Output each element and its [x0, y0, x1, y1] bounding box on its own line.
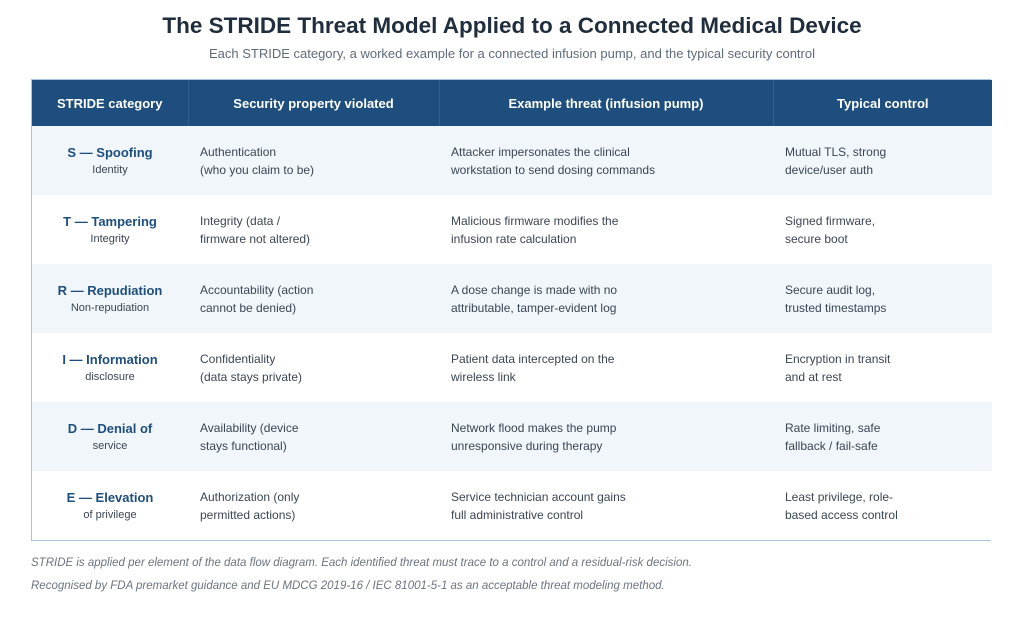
category-name: I — Information — [62, 351, 158, 367]
cell-property-line: stays functional) — [200, 438, 287, 453]
cell-threat-line: wireless link — [451, 369, 516, 384]
category-subtitle: Non-repudiation — [70, 301, 150, 314]
category-subtitle: service — [92, 439, 128, 452]
cell-property-line: Confidentiality — [200, 351, 276, 366]
table-header-row: STRIDE category Security property violat… — [32, 80, 992, 126]
cell-control-line: Secure audit log, — [785, 282, 876, 297]
stride-table: STRIDE category Security property violat… — [31, 79, 992, 541]
category-name: D — Denial of — [67, 420, 153, 436]
column-header-control: Typical control — [772, 80, 992, 126]
cell-category: S — Spoofing Identity — [32, 126, 188, 195]
cell-property-line: Authorization (only — [200, 489, 300, 504]
cell-property: Availability (device stays functional) — [188, 402, 439, 471]
cell-category: R — Repudiation Non-repudiation — [32, 264, 188, 333]
cell-threat: Patient data intercepted on the wireless … — [439, 333, 773, 402]
cell-threat-line: attributable, tamper-evident log — [451, 300, 617, 315]
category-subtitle: Integrity — [90, 232, 130, 245]
page-subtitle: Each STRIDE category, a worked example f… — [208, 46, 815, 61]
column-header-category: STRIDE category — [32, 80, 188, 126]
cell-property-line: (who you claim to be) — [200, 162, 315, 177]
cell-control-line: device/user auth — [785, 162, 874, 177]
cell-category: T — Tampering Integrity — [32, 195, 188, 264]
cell-threat-line: Service technician account gains — [451, 489, 626, 504]
category-subtitle: disclosure — [85, 370, 135, 383]
cell-threat-line: Network flood makes the pump — [451, 420, 617, 435]
cell-property: Integrity (data / firmware not altered) — [188, 195, 439, 264]
cell-threat-line: infusion rate calculation — [451, 231, 577, 246]
category-name: R — Repudiation — [57, 282, 163, 298]
cell-control-line: Rate limiting, safe — [785, 420, 881, 435]
cell-property-line: Authentication — [200, 144, 277, 159]
cell-property-line: (data stays private) — [200, 369, 303, 384]
column-header-threat: Example threat (infusion pump) — [438, 80, 773, 126]
category-name: T — Tampering — [63, 213, 157, 229]
cell-threat: Attacker impersonates the clinical workst… — [439, 126, 773, 195]
cell-control: Mutual TLS, strong device/user auth — [773, 126, 992, 195]
category-subtitle: of privilege — [83, 508, 137, 521]
cell-threat-line: Attacker impersonates the clinical — [451, 144, 630, 159]
cell-control-line: and at rest — [785, 369, 842, 384]
cell-category: I — Information disclosure — [32, 333, 188, 402]
cell-control: Signed firmware, secure boot — [773, 195, 992, 264]
table-row: E — Elevation of privilege Authorization (… — [32, 471, 992, 540]
cell-control: Rate limiting, safe fallback / fail-safe — [773, 402, 992, 471]
table-row: R — Repudiation Non-repudiation Accountabi… — [32, 264, 992, 333]
page-title: The STRIDE Threat Model Applied to a Con… — [162, 13, 862, 38]
cell-control-line: secure boot — [785, 231, 848, 246]
table-row: T — Tampering Integrity Integrity (data / f… — [32, 195, 992, 264]
cell-control-line: fallback / fail-safe — [785, 438, 878, 453]
category-name: E — Elevation — [66, 489, 154, 505]
cell-property: Confidentiality (data stays private) — [188, 333, 439, 402]
cell-threat: Malicious firmware modifies the infusion … — [439, 195, 773, 264]
category-name: S — Spoofing — [67, 144, 153, 160]
cell-threat: A dose change is made with no attributabl… — [439, 264, 773, 333]
cell-control-line: based access control — [785, 507, 898, 522]
cell-threat-line: A dose change is made with no — [451, 282, 618, 297]
footnote-methodology: STRIDE is applied per element of the dat… — [31, 557, 692, 569]
cell-control-line: Mutual TLS, strong — [785, 144, 887, 159]
stride-table-grid: STRIDE category Security property violat… — [32, 80, 992, 540]
cell-property-line: permitted actions) — [200, 507, 296, 522]
cell-threat-line: unresponsive during therapy — [451, 438, 603, 453]
cell-property-line: cannot be denied) — [200, 300, 297, 315]
cell-threat: Network flood makes the pump unresponsive… — [439, 402, 773, 471]
cell-property-line: firmware not altered) — [200, 231, 311, 246]
table-row: I — Information disclosure Confidentiality… — [32, 333, 992, 402]
cell-control-line: Least privilege, role- — [785, 489, 894, 504]
cell-control: Secure audit log, trusted timestamps — [773, 264, 992, 333]
cell-control: Least privilege, role-based access contr… — [773, 471, 992, 540]
cell-threat: Service technician account gains full adm… — [439, 471, 773, 540]
cell-property: Accountability (action cannot be denied) — [188, 264, 439, 333]
cell-property: Authorization (only permitted actions) — [188, 471, 439, 540]
cell-category: E — Elevation of privilege — [32, 471, 188, 540]
cell-control-line: Encryption in transit — [785, 351, 891, 366]
cell-category: D — Denial of service — [32, 402, 188, 471]
table-row: S — Spoofing Identity Authentication (who y… — [32, 126, 992, 195]
cell-property-line: Availability (device — [200, 420, 299, 435]
cell-control-line: Signed firmware, — [785, 213, 876, 228]
cell-property-line: Integrity (data / — [200, 213, 281, 228]
cell-threat-line: Patient data intercepted on the — [451, 351, 615, 366]
cell-threat-line: Malicious firmware modifies the — [451, 213, 619, 228]
cell-property: Authentication (who you claim to be) — [188, 126, 439, 195]
column-header-property: Security property violated — [187, 80, 439, 126]
cell-control-line: trusted timestamps — [785, 300, 887, 315]
category-subtitle: Identity — [92, 163, 128, 176]
cell-control: Encryption in transit and at rest — [773, 333, 992, 402]
cell-threat-line: full administrative control — [451, 507, 584, 522]
cell-property-line: Accountability (action — [200, 282, 314, 297]
cell-threat-line: workstation to send dosing commands — [451, 162, 656, 177]
table-row: D — Denial of service Availability (device… — [32, 402, 992, 471]
footnote-regulatory: Recognised by FDA premarket guidance and… — [31, 580, 665, 592]
